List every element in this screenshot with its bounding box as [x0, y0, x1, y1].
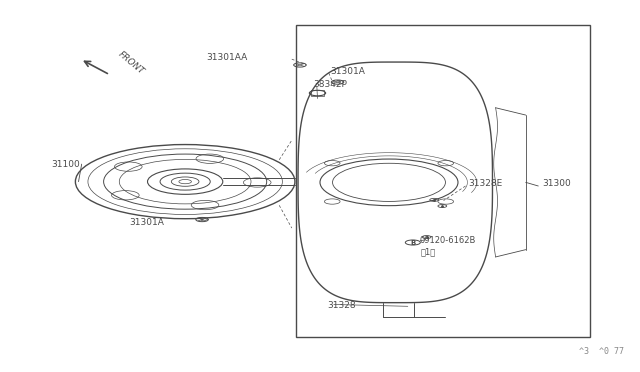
Bar	[296, 25, 589, 337]
Text: （1）: （1）	[420, 247, 436, 256]
Text: 31301A: 31301A	[330, 67, 365, 76]
Text: 31301AA: 31301AA	[207, 53, 248, 62]
Text: 31328: 31328	[328, 301, 356, 310]
Text: 31328E: 31328E	[468, 179, 502, 187]
Text: 31300: 31300	[543, 179, 572, 187]
Text: 31301A: 31301A	[129, 218, 164, 227]
Bar	[311, 90, 324, 96]
Text: 09120-6162B: 09120-6162B	[419, 236, 476, 245]
Text: 31100: 31100	[52, 160, 81, 169]
Text: 38342P: 38342P	[314, 80, 348, 89]
Text: FRONT: FRONT	[116, 50, 145, 77]
Text: B: B	[410, 240, 415, 246]
Text: ^3  ^0 77: ^3 ^0 77	[579, 347, 624, 356]
